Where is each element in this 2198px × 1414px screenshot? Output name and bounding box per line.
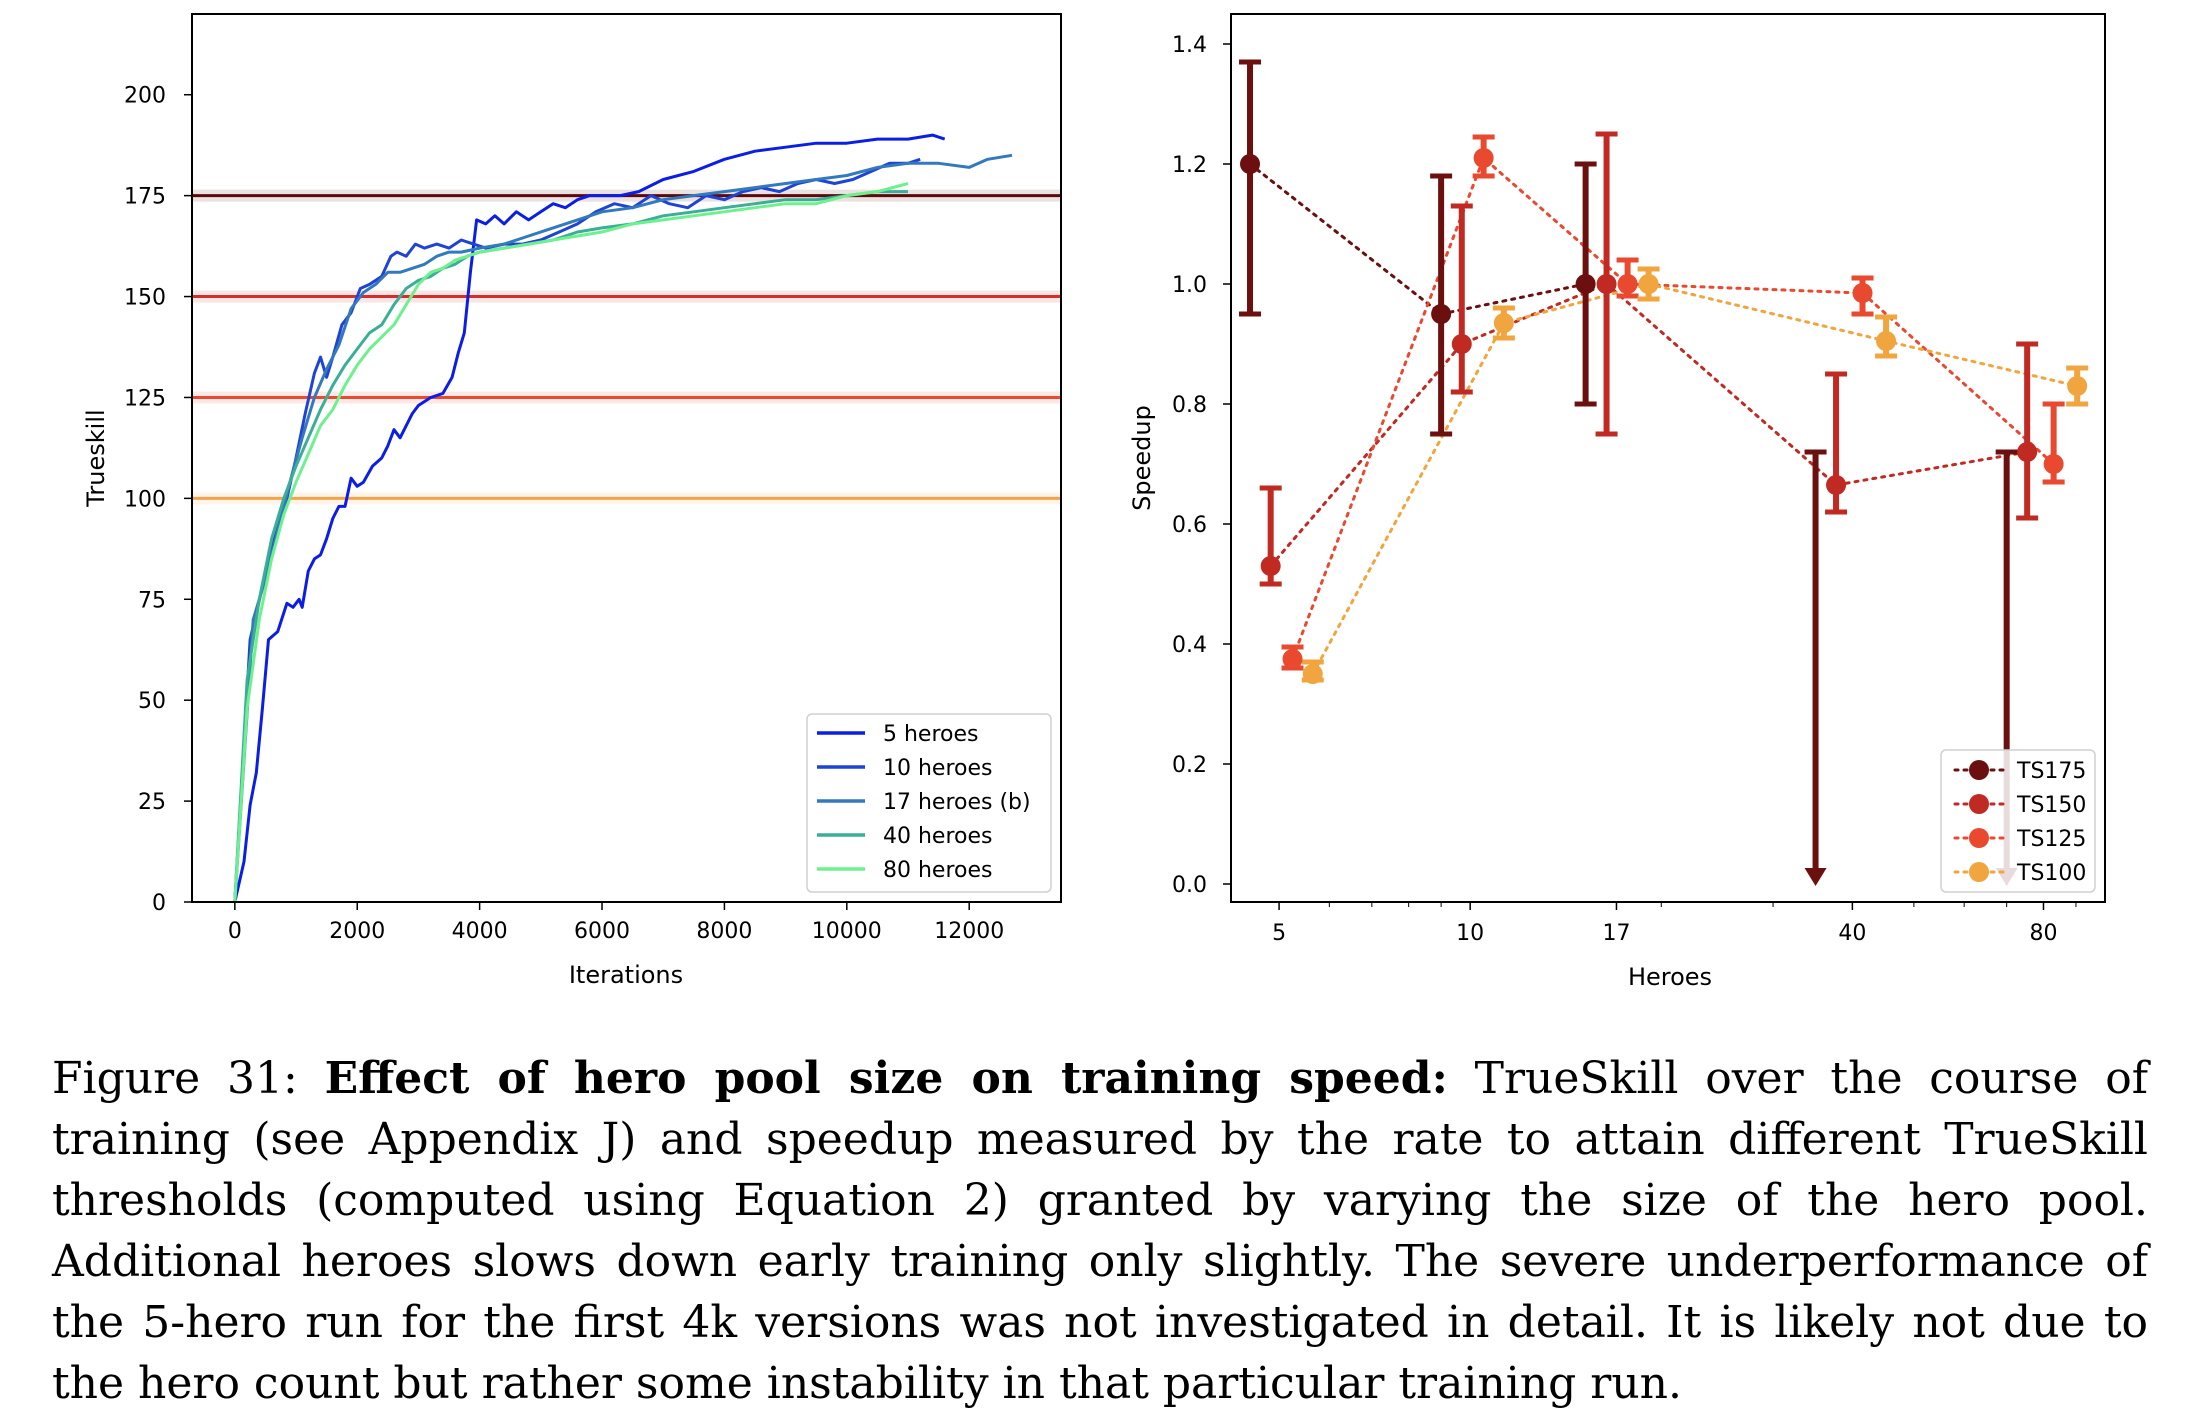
point-TS100-2 [1638,274,1659,294]
point-TS175-2 [1575,274,1596,294]
point-TS125-3 [1852,283,1873,303]
point-TS100-4 [2067,376,2088,396]
legend-label-3: 40 heroes [883,824,992,849]
legend-label-0: 5 heroes [883,722,979,747]
legend-marker-0 [1969,760,1989,780]
point-TS125-4 [2043,454,2064,474]
x-tick-label-6: 12000 [934,919,1004,944]
point-TS150-3 [1826,475,1847,495]
y-tick-label-4: 100 [124,487,166,512]
point-TS100-1 [1493,313,1514,333]
point-TS125-0 [1282,649,1303,669]
series-line-2 [233,153,1013,903]
x-tick-label-4: 80 [2029,921,2057,946]
y-tick-label-1: 0.2 [1172,753,1207,778]
left-plot-frame [191,13,1062,903]
point-TS125-2 [1617,274,1638,294]
point-TS150-1 [1451,334,1472,354]
legend-label-2: 17 heroes (b) [883,790,1031,815]
y-tick-label-5: 125 [124,386,166,411]
right-legend-box [1940,749,2096,893]
y-tick-label-3: 0.6 [1172,513,1207,538]
y-tick-label-3: 75 [138,588,166,613]
y-tick-label-6: 1.2 [1172,153,1207,178]
legend-label-3: TS100 [2016,861,2086,886]
x-tick-label-1: 2000 [329,919,385,944]
point-TS100-0 [1302,664,1323,684]
series-line-0 [233,133,946,903]
x-tick-label-0: 0 [228,919,242,944]
connector-TS100 [1311,282,2079,676]
series-line-4 [233,182,909,903]
legend-marker-2 [1969,828,1989,848]
point-TS125-1 [1473,148,1494,168]
speedup-connectors [1248,155,2079,676]
speedup-errorbars [1239,59,2089,886]
legend-marker-3 [1969,862,1989,882]
connector-TS150 [1269,282,2029,568]
point-TS100-3 [1876,331,1897,351]
right-x-axis-label: Heroes [1628,963,1712,991]
legend-label-0: TS175 [2016,759,2086,784]
x-tick-label-3: 6000 [574,919,630,944]
x-tick-label-2: 17 [1602,921,1630,946]
left-axis-ticks: 0 2000 4000 6000 8000 10000 12000 0 25 50 75 100 125… [124,84,1004,944]
left-x-axis-label: Iterations [569,961,683,989]
figure: 0 2000 4000 6000 8000 10000 12000 0 25 50 75 100 125… [82,13,2106,991]
x-tick-label-1: 10 [1456,921,1484,946]
y-tick-label-7: 1.4 [1172,33,1207,58]
x-tick-label-5: 10000 [812,919,882,944]
threshold-lines [192,189,1061,505]
left-y-axis-label: Trueskill [82,409,110,507]
figure-caption: Figure 31: Effect of hero pool size on t… [52,1048,2148,1414]
point-TS150-4 [2017,442,2038,462]
series-line-1 [233,157,921,903]
legend-marker-1 [1969,794,1989,814]
y-tick-label-0: 0.0 [1172,873,1207,898]
point-TS150-0 [1260,556,1281,576]
trueskill-chart: 0 2000 4000 6000 8000 10000 12000 0 25 50 75 100 125… [82,13,1062,989]
arrowhead-TS175-3 [1804,868,1827,886]
x-tick-label-0: 5 [1272,921,1286,946]
right-plot-frame [1230,13,2106,903]
legend-label-1: 10 heroes [883,756,992,781]
left-legend-box [806,713,1052,893]
caption-title: Effect of hero pool size on training spe… [324,1053,1448,1104]
legend-label-4: 80 heroes [883,858,992,883]
caption-text: TrueSkill over the course of training (s… [52,1053,2148,1409]
x-tick-label-2: 4000 [452,919,508,944]
y-tick-label-5: 1.0 [1172,273,1207,298]
left-legend: 5 heroes 10 heroes 17 heroes (b) 40 heroes 8… [806,713,1052,893]
right-y-axis-label: Speedup [1128,405,1156,511]
point-TS175-0 [1240,154,1261,174]
y-tick-label-1: 25 [138,790,166,815]
series-line-3 [233,190,908,903]
right-axis-ticks: 5 10 17 40 80 0.0 0.2 0.4 0.6 0.8 1.0 1.2 1.4 [1172,33,2077,946]
y-tick-label-7: 175 [124,185,166,210]
y-tick-label-0: 0 [152,891,166,916]
trueskill-series [233,133,1013,903]
y-tick-label-2: 0.4 [1172,633,1207,658]
connector-TS175 [1248,162,1588,316]
speedup-points [1240,148,2088,684]
y-tick-label-2: 50 [138,689,166,714]
y-tick-label-6: 150 [124,286,166,311]
caption-label: Figure 31: [52,1053,298,1104]
y-tick-label-4: 0.8 [1172,393,1207,418]
speedup-chart: 5 10 17 40 80 0.0 0.2 0.4 0.6 0.8 1.0 1.2 1.4 Heroes… [1128,13,2106,991]
legend-label-2: TS125 [2016,827,2086,852]
x-tick-label-3: 40 [1838,921,1866,946]
x-tick-label-4: 8000 [696,919,752,944]
right-legend: TS175 TS150 TS125 TS100 [1940,749,2096,893]
y-tick-label-8: 200 [124,84,166,109]
point-TS175-1 [1431,304,1452,324]
point-TS150-2 [1596,274,1617,294]
legend-label-1: TS150 [2016,793,2086,818]
